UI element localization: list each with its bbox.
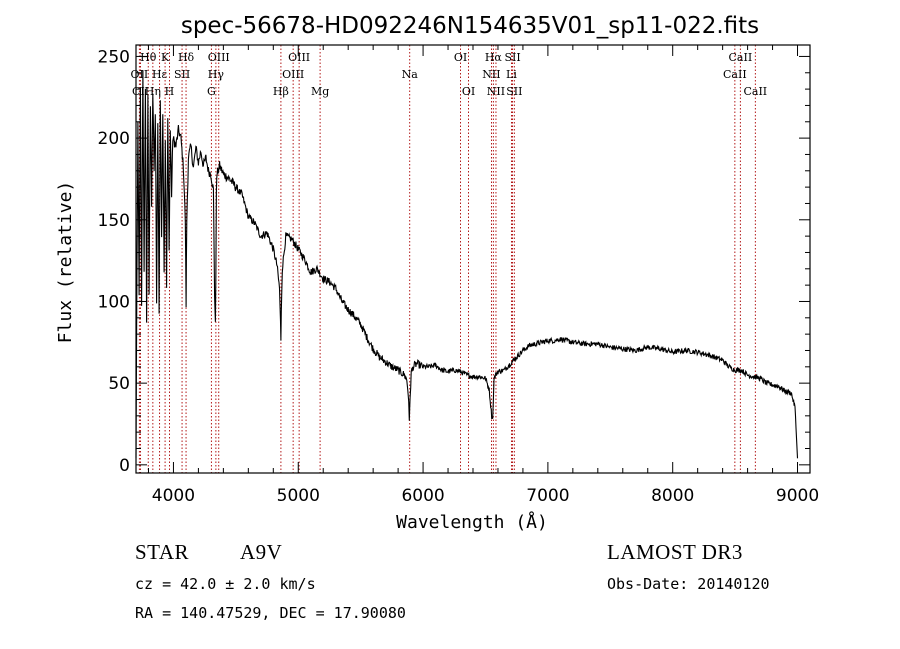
y-tick-label-100: 100 (98, 292, 130, 312)
spectrum-series-line (135, 70, 799, 459)
chart-title: spec-56678-HD092246N154635V01_sp11-022.f… (181, 13, 759, 39)
line-label-13: OIII (288, 51, 310, 64)
y-tick-label-150: 150 (98, 211, 130, 231)
object-class: STAR (135, 540, 189, 564)
line-label-18: OI (462, 85, 475, 98)
line-label-19: Hα (485, 51, 503, 64)
observation-date: Obs-Date: 20140120 (607, 575, 770, 593)
line-label-4: K (161, 51, 170, 64)
object-subclass: A9V (240, 540, 283, 564)
line-label-0: Hθ (140, 51, 157, 64)
line-label-22: SII (504, 51, 520, 64)
x-axis-ticks: 4000 5000 6000 7000 8000 9000 (147, 45, 819, 506)
line-label-5: Hε (152, 68, 168, 81)
spectral-line-markers (138, 45, 756, 473)
x-tick-label-6000: 6000 (401, 486, 444, 506)
y-axis-label: Flux (relative) (55, 181, 76, 344)
line-label-21: NII (487, 85, 505, 98)
x-tick-label-5000: 5000 (277, 486, 320, 506)
y-tick-label-50: 50 (108, 374, 130, 394)
y-tick-label-0: 0 (119, 456, 130, 476)
line-label-12: Hβ (273, 85, 289, 98)
line-label-1: OII (131, 68, 149, 81)
line-label-27: CaII (743, 85, 767, 98)
line-label-3: Hη (145, 85, 161, 98)
y-axis-ticks: 0 50 100 150 200 250 (98, 47, 810, 476)
line-label-26: CaII (723, 68, 747, 81)
line-label-11: G (207, 85, 216, 98)
redshift-text: cz = 42.0 ± 2.0 km/s (135, 575, 316, 593)
y-tick-label-250: 250 (98, 47, 130, 67)
line-label-9: OIII (208, 51, 230, 64)
line-label-6: H (165, 85, 175, 98)
line-label-10: Hγ (208, 68, 225, 81)
x-tick-label-4000: 4000 (152, 486, 195, 506)
coordinates-text: RA = 140.47529, DEC = 17.90080 (135, 604, 406, 622)
line-label-20: NII (482, 68, 500, 81)
line-label-8: Hδ (178, 51, 195, 64)
x-tick-label-8000: 8000 (651, 486, 694, 506)
x-axis-label: Wavelength (Å) (396, 511, 548, 533)
y-tick-label-200: 200 (98, 129, 130, 149)
line-label-15: Mg (311, 85, 329, 98)
x-tick-label-7000: 7000 (526, 486, 569, 506)
line-label-17: OI (454, 51, 467, 64)
line-label-16: Na (402, 68, 419, 81)
line-label-7: SII (174, 68, 190, 81)
line-label-25: CaII (729, 51, 753, 64)
survey-name: LAMOST DR3 (607, 540, 743, 564)
line-label-24: SII (506, 85, 522, 98)
line-label-23: Li (506, 68, 517, 81)
line-label-14: OIII (282, 68, 304, 81)
plot-frame (135, 44, 811, 474)
x-tick-label-9000: 9000 (776, 486, 819, 506)
